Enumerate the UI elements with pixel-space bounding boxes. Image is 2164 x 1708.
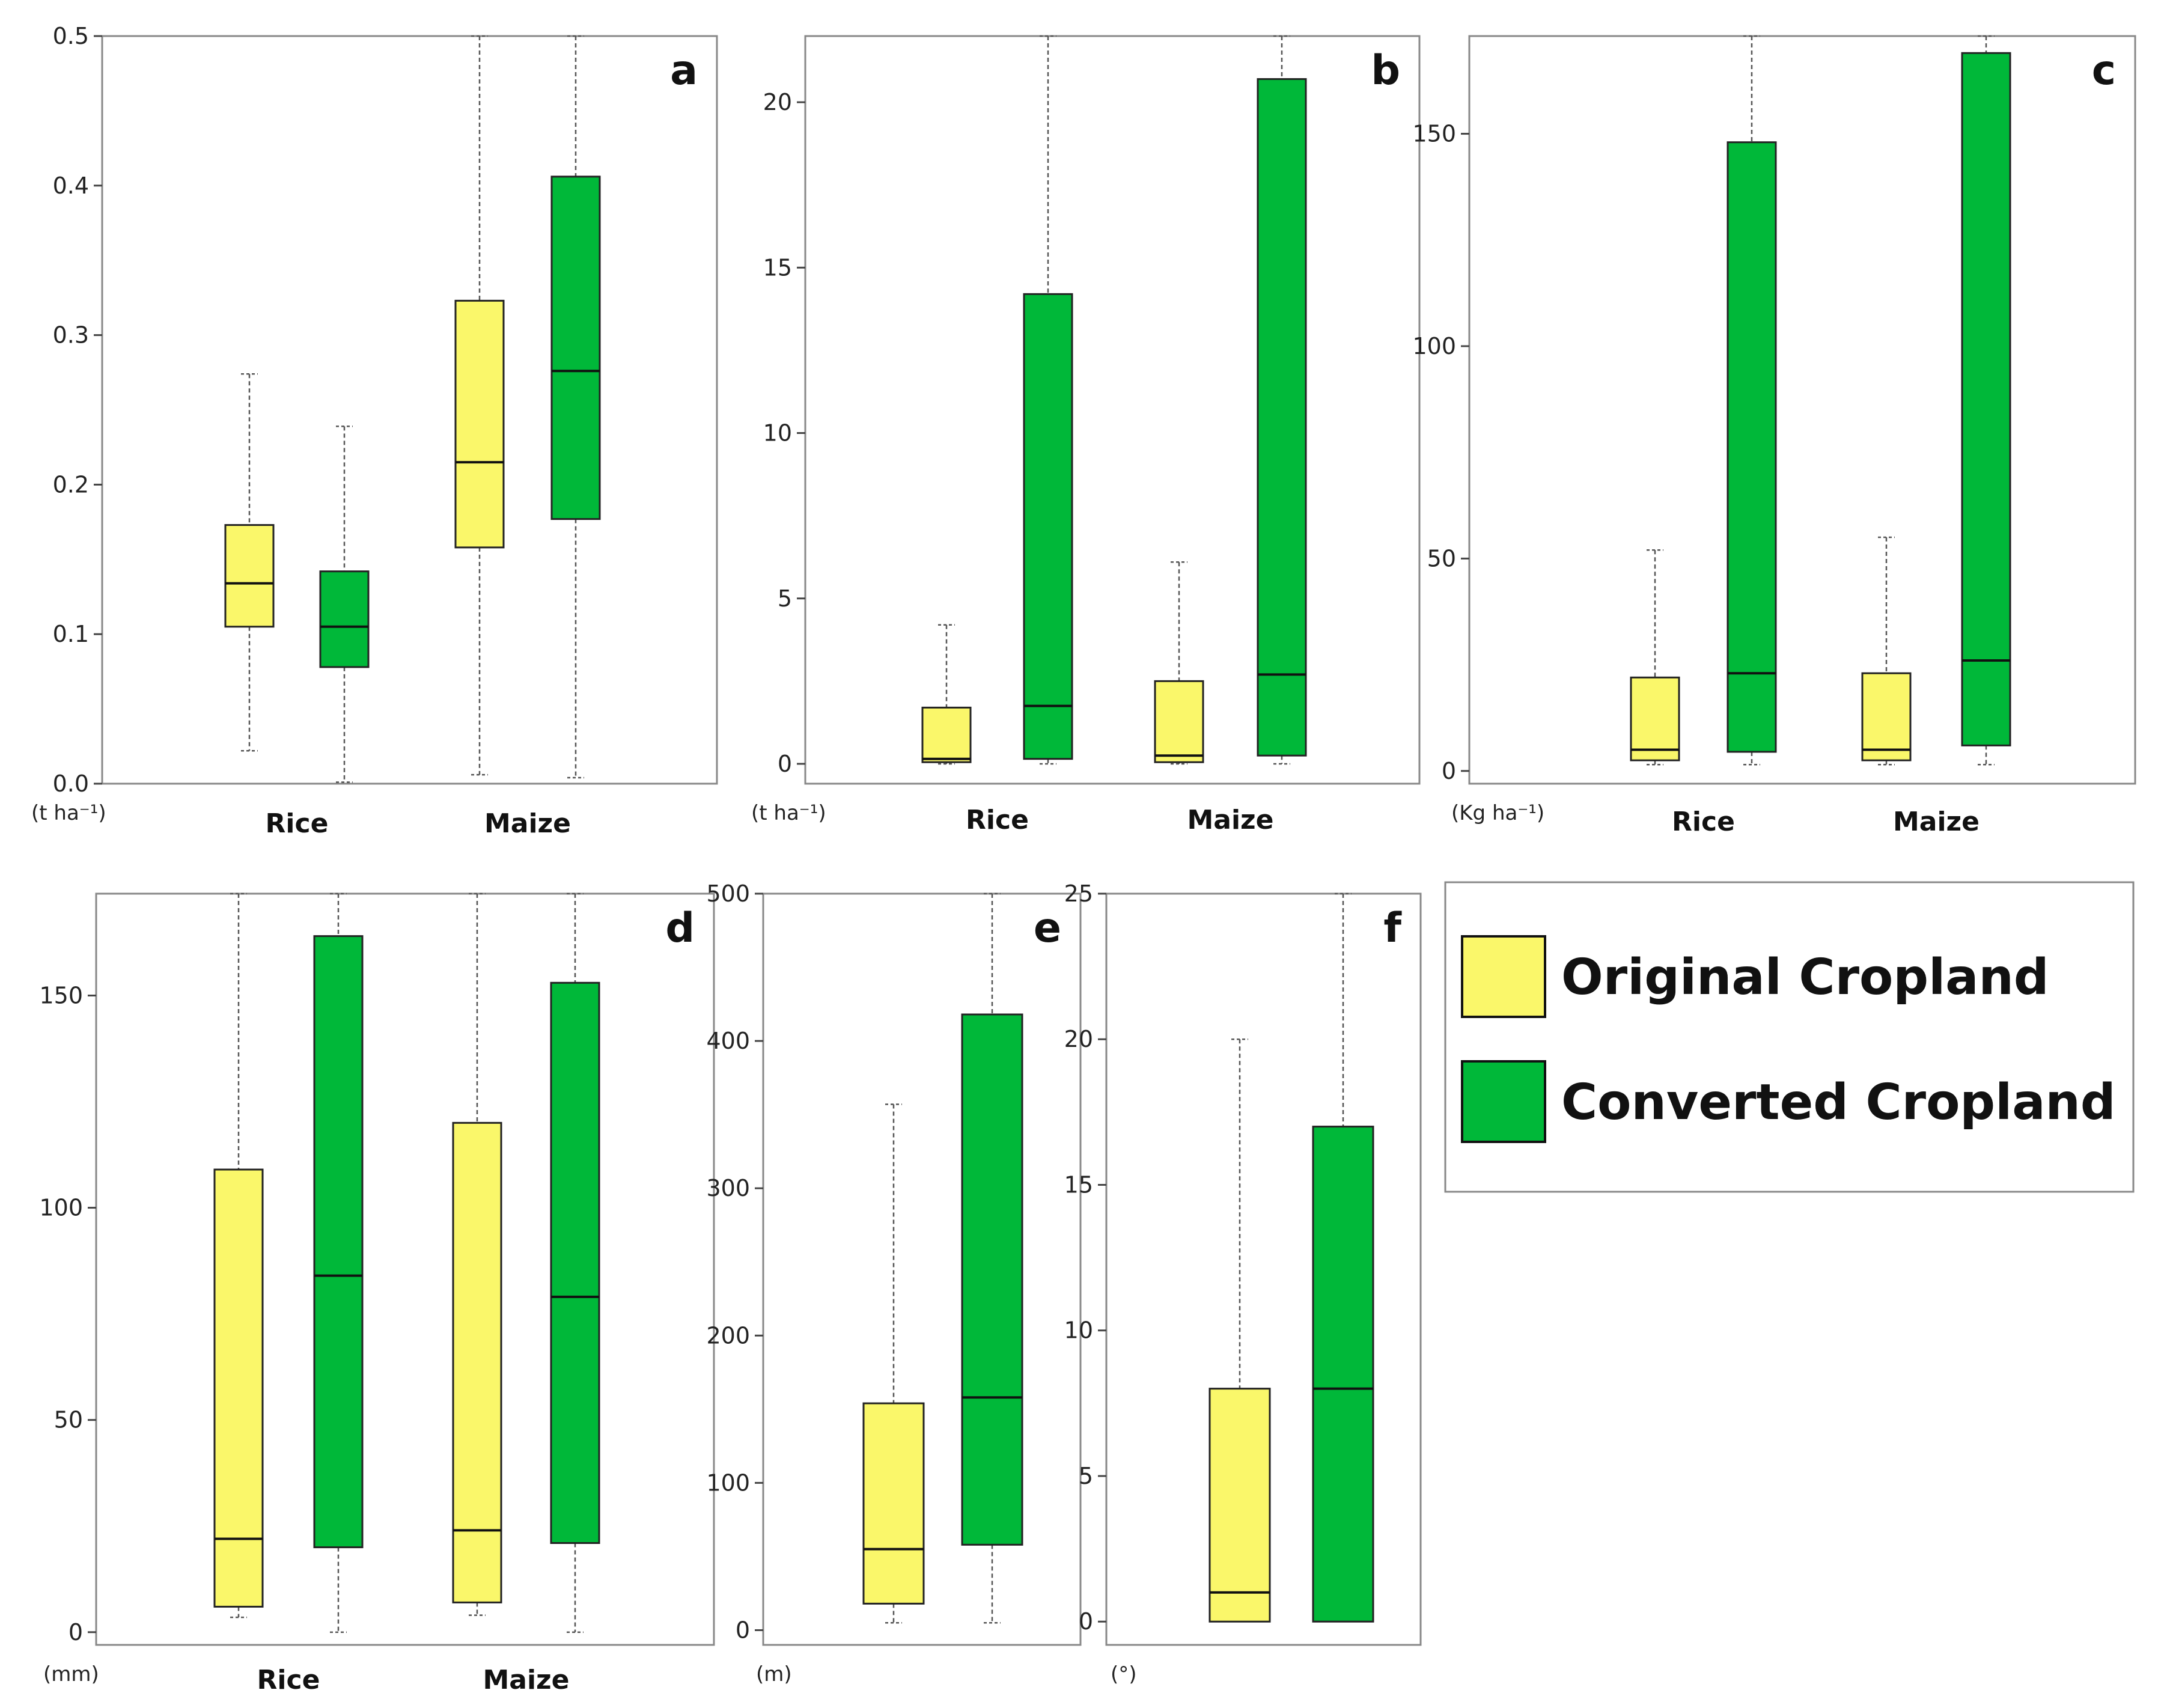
category-label: Rice: [257, 1665, 320, 1695]
y-tick-label: 0.1: [53, 621, 89, 647]
y-tick-label: 20: [1064, 1026, 1093, 1052]
y-tick-label: 150: [1412, 121, 1456, 147]
legend: Original Cropland Converted Cropland: [1444, 881, 2135, 1193]
box-converted-cropland: [1961, 52, 2011, 746]
box-converted-cropland: [1727, 141, 1777, 753]
y-tick-label: 5: [778, 585, 792, 612]
panel-c: 0 50 100 150 (Kg ha⁻¹) c Rice Maize: [1412, 35, 2136, 837]
y-tick-label: 20: [763, 89, 792, 115]
y-tick-label: 15: [763, 254, 792, 281]
y-unit-label: (Kg ha⁻¹): [1451, 801, 1544, 825]
y-tick-label: 100: [1412, 333, 1456, 359]
box-converted-cropland: [1312, 1126, 1374, 1623]
y-tick-label: 0.4: [53, 172, 89, 199]
panel-e: 0 100 200 300 400 500 (m) e: [706, 880, 1082, 1686]
box-original-cropland: [454, 299, 505, 549]
panel-letter: b: [1371, 47, 1400, 94]
panel-letter: c: [2092, 47, 2116, 94]
panel-letter: a: [670, 47, 698, 94]
box-original-cropland: [921, 706, 972, 763]
panel-b: 0 5 10 15 20 (t ha⁻¹) b Rice Maize: [751, 35, 1421, 835]
legend-label: Original Cropland: [1561, 949, 2049, 1006]
legend-label: Converted Cropland: [1561, 1074, 2116, 1131]
category-label: Maize: [1187, 805, 1273, 835]
y-tick-label: 150: [39, 982, 83, 1008]
y-tick-label: 0: [778, 751, 792, 777]
box-original-cropland: [1154, 680, 1204, 763]
y-tick-label: 0.5: [53, 23, 89, 49]
y-tick-label: 500: [706, 880, 750, 907]
y-tick-label: 5: [1079, 1463, 1093, 1489]
y-tick-label: 200: [706, 1322, 750, 1349]
box-original-cropland: [1861, 672, 1912, 761]
legend-frame: [1444, 881, 2135, 1193]
y-tick-label: 50: [1427, 545, 1456, 572]
box-converted-cropland: [1023, 293, 1073, 760]
box-original-cropland: [1208, 1388, 1271, 1623]
y-tick-label: 400: [706, 1028, 750, 1054]
y-unit-label: (t ha⁻¹): [31, 801, 106, 825]
y-tick-label: 0.3: [53, 322, 89, 349]
panel-f: 0 5 10 15 20 25 (°) f: [1064, 880, 1422, 1686]
legend-swatch: [1461, 935, 1546, 1018]
box-converted-cropland: [1257, 78, 1307, 757]
plot-frame: [762, 892, 1082, 1646]
box-original-cropland: [452, 1121, 502, 1603]
panel-d: 0 50 100 150 (mm) d Rice Maize: [39, 892, 715, 1695]
panel-a: 0.0 0.1 0.2 0.3 0.4 0.5 (t ha⁻¹) a Rice Maize: [31, 23, 718, 839]
y-tick-label: 0: [736, 1617, 750, 1643]
box-original-cropland: [213, 1168, 264, 1608]
box-converted-cropland: [550, 175, 601, 520]
category-label: Maize: [1893, 807, 1980, 837]
plot-frame: [95, 892, 715, 1646]
category-label: Rice: [1672, 807, 1735, 837]
y-tick-label: 50: [54, 1407, 83, 1433]
y-tick-label: 0: [69, 1619, 83, 1645]
plot-frame: [804, 35, 1421, 785]
y-tick-label: 0.0: [53, 770, 89, 797]
y-tick-label: 0: [1079, 1608, 1093, 1635]
box-converted-cropland: [550, 981, 600, 1545]
y-tick-label: 0.2: [53, 471, 89, 498]
box-original-cropland: [224, 524, 275, 628]
box-converted-cropland: [961, 1013, 1023, 1546]
legend-swatch: [1461, 1060, 1546, 1143]
y-unit-label: (mm): [43, 1662, 99, 1686]
plot-frame: [1468, 35, 2136, 785]
panel-letter: e: [1034, 904, 1061, 952]
panel-letter: f: [1383, 904, 1402, 952]
category-label: Rice: [266, 808, 329, 839]
box-original-cropland: [862, 1402, 925, 1605]
box-converted-cropland: [313, 935, 364, 1549]
y-tick-label: 0: [1442, 758, 1456, 784]
y-tick-label: 100: [706, 1469, 750, 1496]
y-tick-label: 15: [1064, 1171, 1093, 1198]
y-tick-label: 25: [1064, 880, 1093, 907]
y-unit-label: (°): [1111, 1662, 1137, 1686]
y-unit-label: (t ha⁻¹): [751, 801, 826, 825]
plot-frame: [1105, 892, 1422, 1646]
plot-frame: [101, 35, 718, 785]
category-label: Maize: [483, 1665, 569, 1695]
y-tick-label: 10: [1064, 1317, 1093, 1344]
panel-letter: d: [665, 904, 695, 952]
y-tick-label: 100: [39, 1195, 83, 1221]
y-tick-label: 10: [763, 420, 792, 447]
box-converted-cropland: [319, 570, 370, 668]
box-original-cropland: [1630, 676, 1680, 761]
y-unit-label: (m): [756, 1662, 792, 1686]
y-tick-label: 300: [706, 1175, 750, 1201]
category-label: Maize: [484, 808, 571, 839]
category-label: Rice: [966, 805, 1029, 835]
